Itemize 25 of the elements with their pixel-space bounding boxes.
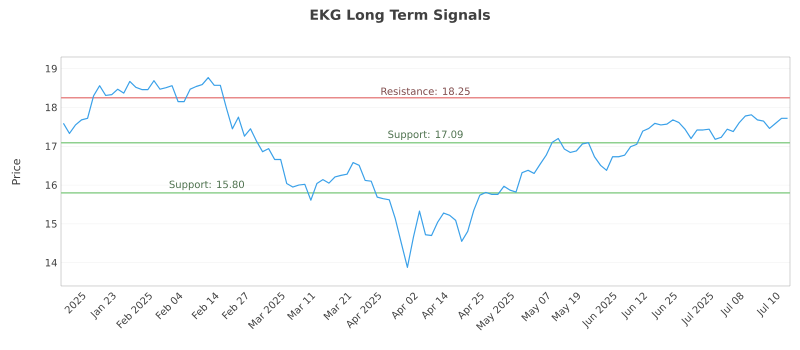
x-tick-label: Jan 23: [90, 292, 116, 320]
x-tick-label: Jul 08: [720, 292, 744, 318]
x-tick-label: Jun 12: [621, 292, 648, 320]
ref-line-label: Support: 15.80: [170, 180, 244, 190]
ref-line-label: Resistance: 18.25: [381, 87, 470, 96]
y-tick-label: 17: [46, 142, 57, 150]
y-tick-label: 14: [46, 259, 57, 266]
x-tick-label: Feb 27: [222, 292, 248, 320]
ref-line-label: Support: 17.09: [388, 130, 463, 140]
y-tick-label: 15: [46, 220, 57, 228]
x-tick-label: Apr 02: [392, 292, 418, 320]
x-tick-label: Feb 04: [155, 292, 182, 320]
x-tick-label: Mar 11: [286, 292, 316, 320]
y-tick-label: 18: [46, 104, 57, 112]
x-tick-label: Feb 14: [191, 292, 219, 320]
x-tick-label: Apr 14: [422, 292, 448, 320]
x-tick-label: Jul 10: [756, 292, 780, 318]
x-tick-label: Jun 25: [651, 292, 677, 320]
line-series: [62, 76, 788, 268]
chart-title: EKG Long Term Signals: [310, 9, 490, 23]
x-tick-label: Mar 21: [323, 292, 352, 320]
y-axis-title: Price: [12, 159, 20, 184]
x-tick-label: Apr 25: [458, 292, 484, 320]
y-tick-label: 19: [46, 64, 57, 72]
y-tick-label: 16: [46, 181, 57, 189]
